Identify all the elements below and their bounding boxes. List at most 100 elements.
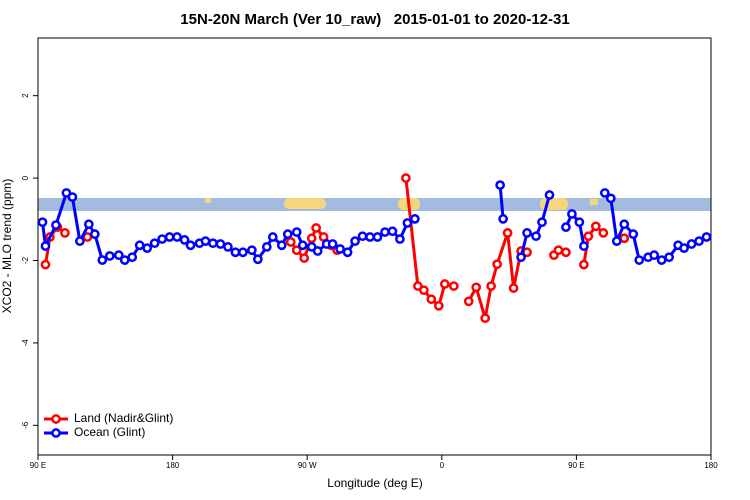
data-point	[380, 227, 390, 237]
data-point	[312, 246, 323, 256]
x-tick-label: 180	[704, 461, 718, 470]
data-point	[448, 281, 459, 291]
data-point	[561, 247, 571, 258]
data-point	[495, 180, 505, 190]
data-point	[357, 231, 368, 242]
data-point	[127, 252, 138, 263]
chart-title: 15N-20N March (Ver 10_raw) 2015-01-01 to…	[180, 11, 569, 28]
data-point	[649, 250, 660, 261]
data-point	[679, 243, 689, 253]
data-point	[701, 232, 712, 242]
data-point	[252, 254, 263, 265]
data-point	[89, 229, 100, 239]
data-point	[306, 233, 317, 244]
data-point	[387, 226, 398, 237]
data-point	[282, 229, 293, 239]
data-point	[67, 192, 78, 202]
y-axis-label: XCO2 - MLO trend (ppm)	[0, 179, 14, 314]
data-point	[119, 255, 130, 265]
data-point	[553, 245, 564, 256]
data-point	[522, 228, 532, 238]
data-point	[267, 232, 278, 242]
legend-label: Ocean (Glint)	[74, 425, 145, 439]
data-point	[83, 219, 94, 230]
data-point	[537, 217, 547, 228]
data-point	[157, 234, 167, 244]
x-tick-label: 90 W	[298, 461, 317, 470]
data-point	[291, 245, 302, 256]
data-point	[276, 240, 287, 251]
data-point	[261, 242, 272, 252]
data-point	[149, 238, 160, 249]
data-point	[365, 232, 375, 242]
data-point	[508, 283, 519, 293]
y-tick-label: 0	[21, 175, 30, 180]
data-point	[372, 232, 383, 242]
data-point	[463, 296, 474, 307]
data-point	[599, 188, 610, 198]
data-point	[433, 300, 444, 311]
data-point	[611, 236, 622, 246]
data-point	[60, 228, 70, 238]
legend-marker	[51, 428, 61, 438]
data-point	[185, 240, 196, 251]
data-point	[426, 294, 437, 305]
data-point	[401, 173, 411, 183]
band-patch	[284, 198, 326, 209]
data-point	[531, 231, 541, 242]
data-point	[486, 281, 497, 291]
data-point	[656, 255, 667, 265]
legend: Land (Nadir&Glint)Ocean (Glint)	[40, 409, 188, 445]
data-point	[134, 240, 145, 251]
legend-label: Land (Nadir&Glint)	[74, 411, 173, 425]
data-point	[471, 282, 482, 293]
data-point	[605, 193, 616, 204]
data-point	[574, 217, 585, 228]
data-point	[579, 259, 589, 270]
data-point	[544, 190, 555, 200]
data-point	[619, 219, 630, 230]
data-point	[327, 239, 338, 249]
y-tick-label: -2	[21, 256, 30, 264]
data-point	[37, 217, 48, 228]
data-point	[297, 240, 308, 251]
data-point	[311, 223, 322, 233]
data-point	[686, 239, 697, 249]
data-point	[113, 250, 124, 261]
x-tick-label: 0	[440, 461, 445, 470]
data-point	[247, 245, 257, 256]
data-point	[200, 236, 211, 246]
data-point	[172, 232, 182, 242]
land-mask-band	[38, 198, 711, 211]
data-point	[561, 222, 571, 232]
data-point	[516, 252, 526, 263]
x-axis-label: Longitude (deg E)	[327, 476, 422, 490]
data-point	[291, 227, 302, 237]
x-tick-label: 180	[166, 461, 180, 470]
data-point	[598, 228, 609, 238]
data-point	[419, 285, 429, 296]
data-point	[215, 239, 226, 249]
data-point	[179, 235, 190, 245]
y-tick-label: -6	[21, 421, 30, 429]
data-point	[664, 252, 674, 263]
data-point	[395, 234, 405, 244]
data-point	[492, 259, 502, 270]
data-point	[350, 236, 360, 246]
data-point	[335, 244, 345, 254]
data-point	[694, 236, 704, 246]
data-point	[142, 243, 153, 253]
data-point	[164, 232, 175, 242]
data-point	[230, 247, 241, 258]
data-point	[402, 218, 413, 228]
data-point	[285, 237, 296, 247]
data-point	[590, 221, 601, 232]
data-point	[208, 238, 218, 249]
band-patch	[590, 199, 598, 205]
data-point	[40, 241, 51, 251]
data-point	[579, 241, 589, 251]
legend-marker	[51, 414, 61, 424]
data-point	[619, 233, 630, 244]
band-patch	[540, 198, 568, 210]
